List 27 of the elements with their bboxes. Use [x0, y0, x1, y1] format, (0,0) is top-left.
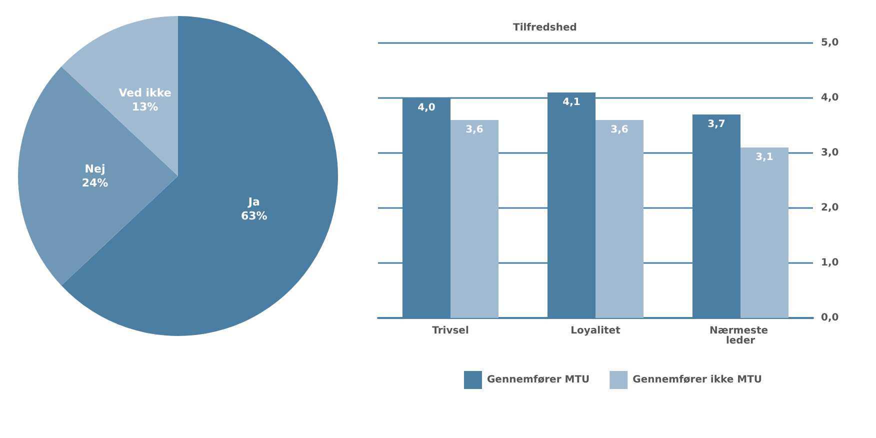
data-label: 3,6: [466, 124, 484, 136]
y-tick-label: 2,0: [821, 202, 839, 214]
data-label: 63%: [241, 209, 268, 222]
y-tick-label: 4,0: [821, 92, 839, 104]
data-label: 3,7: [708, 119, 726, 130]
data-label: 3,1: [756, 152, 774, 163]
y-tick-label: 3,0: [821, 148, 839, 158]
data-label: 24%: [82, 176, 108, 190]
y-axis-title: Tilfredshed: [513, 22, 577, 34]
legend-label: Gennemfører MTU: [486, 374, 590, 386]
x-tick-label: Trivsel: [432, 326, 469, 336]
slice-label: Nej: [84, 162, 106, 176]
data-label: 4,0: [418, 102, 436, 114]
x-tick-label: Loyalitet: [570, 326, 621, 336]
y-tick-label: 1,0: [821, 258, 839, 268]
slice-label: Ja: [247, 195, 260, 208]
data-label: 3,6: [610, 124, 628, 136]
y-tick-label: 5,0: [821, 38, 839, 48]
x-tick-label: Nærmeste leder: [710, 326, 772, 346]
y-tick-label: 0,0: [821, 312, 839, 324]
legend-label: Gennemfører ikke MTU: [632, 374, 762, 386]
slice-label: Ved ikke: [118, 86, 172, 100]
bar: [450, 120, 498, 318]
data-label: 13%: [132, 100, 158, 114]
bar: [596, 120, 644, 318]
bar: [740, 148, 788, 318]
data-label: 4,1: [562, 97, 580, 108]
